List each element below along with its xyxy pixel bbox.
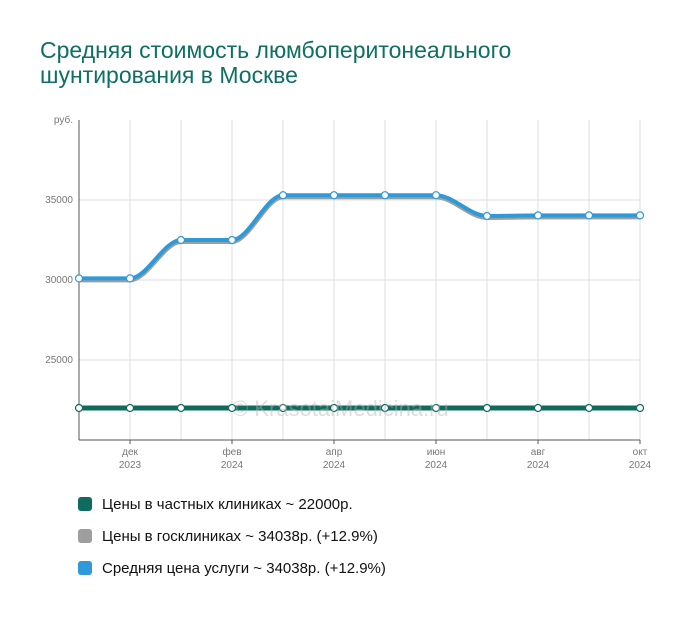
- legend-item-private[interactable]: Цены в частных клиниках ~ 22000р.: [78, 488, 386, 520]
- data-point-average[interactable]: [635, 211, 645, 220]
- data-point-average[interactable]: [125, 274, 135, 283]
- x-tick-month: апр: [326, 447, 343, 458]
- y-tick-label: 25000: [45, 355, 73, 366]
- data-point-average[interactable]: [329, 191, 339, 200]
- legend-swatch-public: [78, 529, 92, 543]
- data-point-average[interactable]: [278, 191, 288, 200]
- legend-item-public[interactable]: Цены в госклиниках ~ 34038р. (+12.9%): [78, 520, 386, 552]
- data-point-private[interactable]: [533, 403, 543, 413]
- x-tick-year: 2024: [221, 460, 244, 471]
- legend-label-private: Цены в частных клиниках ~ 22000р.: [102, 495, 353, 513]
- data-points: [74, 191, 645, 413]
- legend-swatch-private: [78, 497, 92, 511]
- y-tick-label: 35000: [45, 195, 73, 206]
- data-point-average[interactable]: [431, 191, 441, 200]
- legend-label-public: Цены в госклиниках ~ 34038р. (+12.9%): [102, 527, 378, 545]
- data-point-average[interactable]: [176, 235, 186, 245]
- data-point-private[interactable]: [125, 403, 135, 413]
- data-point-private[interactable]: [431, 403, 441, 413]
- x-tick-year: 2024: [425, 460, 448, 471]
- data-point-average[interactable]: [74, 274, 84, 283]
- series-line-public: [76, 194, 643, 283]
- data-point-private[interactable]: [176, 403, 186, 413]
- data-point-private[interactable]: [380, 403, 390, 413]
- data-point-private[interactable]: [584, 403, 594, 413]
- data-point-private[interactable]: [482, 403, 492, 413]
- data-point-average[interactable]: [584, 211, 594, 220]
- price-line-chart: 25000 30000 35000 руб. дек 2023 фев 2024 апр 2024…: [45, 114, 651, 471]
- legend: Цены в частных клиниках ~ 22000р. Цены в…: [78, 488, 386, 584]
- y-axis-unit: руб.: [54, 114, 73, 126]
- chart-title: Средняя стоимость люмбоперитонеального ш…: [40, 37, 512, 88]
- x-tick-month: июн: [427, 447, 446, 458]
- series-lines: [76, 193, 643, 411]
- data-point-private[interactable]: [227, 403, 237, 413]
- data-point-average[interactable]: [482, 211, 492, 221]
- data-point-private[interactable]: [329, 403, 339, 413]
- tick-labels: 25000 30000 35000 руб. дек 2023 фев 2024 апр 2024…: [45, 114, 651, 471]
- data-point-private[interactable]: [74, 403, 84, 413]
- data-point-private[interactable]: [278, 403, 288, 413]
- x-tick-year: 2023: [119, 460, 142, 471]
- x-tick-month: дек: [122, 447, 138, 458]
- x-tick-year: 2024: [323, 460, 346, 471]
- data-point-average[interactable]: [533, 211, 543, 220]
- x-tick-year: 2024: [527, 460, 550, 471]
- x-tick-month: авг: [531, 447, 546, 458]
- data-point-private[interactable]: [635, 403, 645, 413]
- legend-item-average[interactable]: Средняя цена услуги ~ 34038р. (+12.9%): [78, 552, 386, 584]
- legend-swatch-average: [78, 561, 92, 575]
- legend-label-average: Средняя цена услуги ~ 34038р. (+12.9%): [102, 559, 386, 577]
- data-point-average[interactable]: [380, 191, 390, 200]
- series-line-average: [77, 193, 642, 281]
- y-tick-label: 30000: [45, 275, 73, 286]
- data-point-average[interactable]: [227, 235, 237, 245]
- watermark-text: © KrasotaiMedicina.ru: [232, 396, 449, 421]
- x-tick-month: окт: [633, 447, 648, 458]
- x-tick-year: 2024: [629, 460, 652, 471]
- x-tick-month: фев: [222, 446, 241, 458]
- grid-lines: [79, 120, 641, 440]
